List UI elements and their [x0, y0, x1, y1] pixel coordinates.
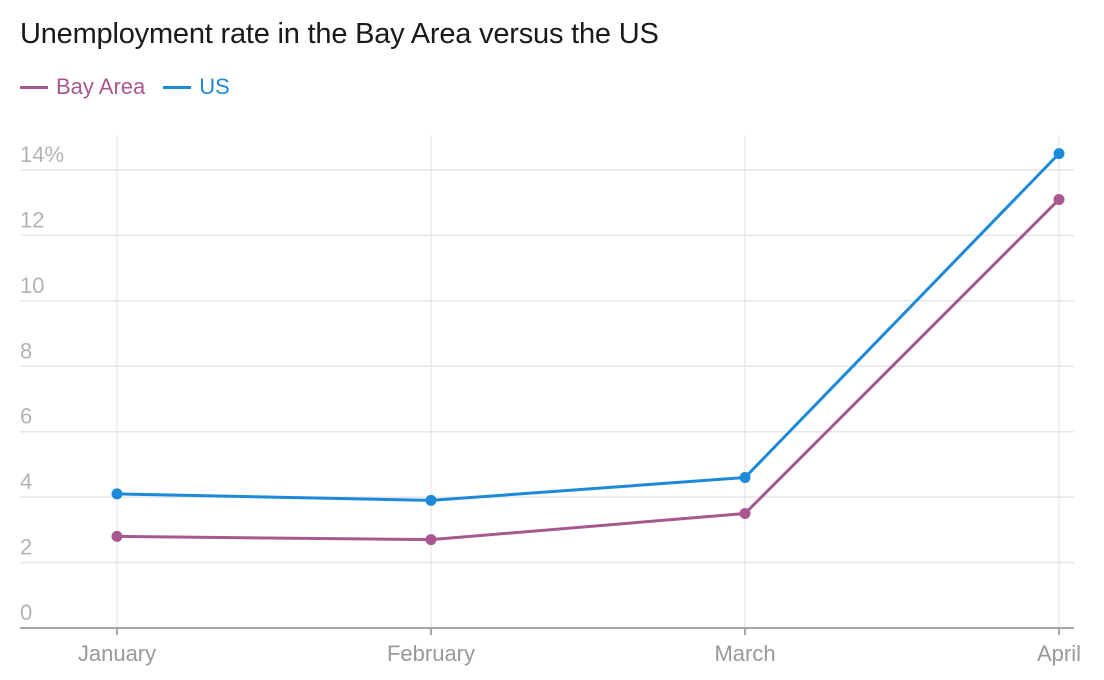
y-tick-label-10: 10	[20, 273, 44, 298]
y-tick-label-6: 6	[20, 404, 32, 429]
data-point-us-february	[425, 494, 437, 506]
data-point-us-march	[739, 472, 751, 484]
legend-label-bay-area: Bay Area	[56, 74, 146, 99]
legend-label-us: US	[199, 74, 230, 99]
data-point-bay-area-march	[739, 508, 751, 519]
data-point-us-january	[111, 488, 123, 500]
legend-item-bay-area: Bay Area	[20, 74, 145, 100]
data-point-bay-area-february	[425, 534, 437, 546]
x-tick-label-february: February	[387, 641, 475, 666]
legend-swatch-us	[163, 85, 192, 89]
x-tick-label-march: March	[714, 641, 775, 666]
data-point-us-april	[1053, 148, 1065, 160]
chart-title: Unemployment rate in the Bay Area versus…	[20, 18, 659, 50]
y-tick-label-12: 12	[20, 207, 44, 232]
legend-item-us: US	[163, 74, 230, 100]
data-point-bay-area-april	[1053, 193, 1065, 205]
data-point-bay-area-january	[111, 530, 123, 542]
y-tick-label-14: 14%	[20, 142, 64, 167]
y-tick-label-4: 4	[20, 469, 32, 494]
x-tick-label-january: January	[78, 641, 156, 666]
legend-swatch-bay-area	[20, 85, 48, 89]
series-line-bay-area	[115, 197, 1061, 542]
y-tick-label-0: 0	[20, 600, 32, 625]
x-tick-label-april: April	[1037, 641, 1081, 666]
series-line-us	[115, 152, 1061, 502]
chart-legend: Bay Area US	[20, 74, 248, 100]
y-tick-label-8: 8	[20, 338, 32, 363]
y-tick-label-2: 2	[20, 535, 32, 560]
